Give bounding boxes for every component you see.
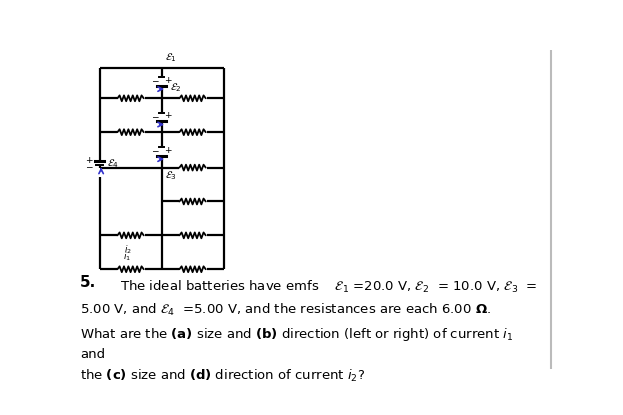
Text: $+$: $+$ — [164, 145, 173, 155]
Text: $i_1$: $i_1$ — [123, 251, 131, 263]
Text: $\mathcal{E}_2$: $\mathcal{E}_2$ — [170, 81, 182, 94]
Text: $-$: $-$ — [151, 145, 159, 154]
Text: $+$: $+$ — [85, 155, 94, 165]
Text: $+$: $+$ — [164, 110, 173, 120]
Text: What are the $\mathbf{(a)}$ size and $\mathbf{(b)}$ direction (left or right) of: What are the $\mathbf{(a)}$ size and $\m… — [80, 326, 513, 343]
Text: $\mathcal{E}_4$: $\mathcal{E}_4$ — [107, 157, 118, 170]
Text: $-$: $-$ — [151, 111, 159, 120]
Text: 5.: 5. — [80, 276, 97, 290]
Text: and: and — [80, 348, 105, 361]
Text: 5.00 V, and $\mathcal{E}_4$  =5.00 V, and the resistances are each 6.00 $\mathbf: 5.00 V, and $\mathcal{E}_4$ =5.00 V, and… — [80, 303, 492, 318]
Text: $\mathcal{E}_3$: $\mathcal{E}_3$ — [164, 169, 176, 182]
Text: $-$: $-$ — [85, 161, 94, 171]
Text: The ideal batteries have emfs    $\mathcal{E}_1$ =20.0 V, $\mathcal{E}_2$  = 10.: The ideal batteries have emfs $\mathcal{… — [120, 278, 538, 295]
Text: the $\mathbf{(c)}$ size and $\mathbf{(d)}$ direction of current $i_2$?: the $\mathbf{(c)}$ size and $\mathbf{(d)… — [80, 368, 365, 384]
Text: $-$: $-$ — [151, 76, 159, 84]
Text: $\mathcal{E}_1$: $\mathcal{E}_1$ — [164, 51, 176, 64]
Text: $+$: $+$ — [164, 75, 173, 85]
Text: $i_2$: $i_2$ — [123, 243, 131, 256]
